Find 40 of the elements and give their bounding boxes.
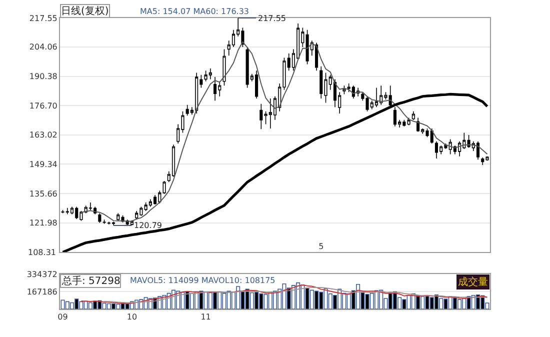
- candlestick: [98, 212, 102, 224]
- candlestick: [70, 206, 74, 215]
- y-tick-label: 176.70: [29, 101, 58, 110]
- candlestick: [222, 48, 226, 86]
- y-tick-label: 204.06: [29, 42, 58, 52]
- candlestick: [374, 87, 378, 108]
- y-tick-label: 121.98: [29, 218, 58, 228]
- y-tick-label: 334372: [26, 270, 58, 279]
- line-series: [104, 287, 488, 304]
- annotation: 217.55: [258, 14, 286, 23]
- line-series: [80, 41, 488, 222]
- y-tick-label: 167186: [26, 287, 58, 296]
- candlestick: [416, 117, 420, 132]
- y-tick-label: 163.02: [29, 130, 58, 140]
- candlestick: [112, 221, 116, 226]
- y-tick-label: 149.34: [29, 160, 58, 170]
- y-tick-label: 108.31: [28, 248, 56, 257]
- x-tick-label: 5: [318, 242, 324, 252]
- candlestick: [434, 140, 438, 159]
- x-tick-label: 09: [58, 312, 68, 322]
- bar: [374, 290, 379, 309]
- candlestick: [213, 76, 217, 102]
- chart-title: 日线(复权): [61, 5, 109, 17]
- candlestick: [208, 68, 212, 80]
- candlestick: [135, 210, 138, 220]
- y-tick-label: 217.55: [29, 14, 58, 23]
- chart-title: 总手: 57298: [61, 275, 120, 287]
- x-tick-label: 11: [200, 312, 211, 322]
- y-tick-label: 135.66: [29, 189, 58, 198]
- annotation: 成交量: [458, 276, 488, 288]
- annotation: 120.79: [134, 221, 162, 230]
- chart-subtitle: MA5: 154.07 MA60: 176.33: [140, 7, 250, 16]
- bar: [70, 302, 74, 309]
- candlestick: [476, 140, 480, 160]
- x-tick-label: 10: [126, 312, 138, 322]
- candlestick: [314, 42, 318, 72]
- candlestick: [412, 110, 415, 120]
- chart-subtitle: MAVOL5: 114099 MAVOL10: 108175: [130, 276, 276, 285]
- line-series: [80, 284, 488, 304]
- y-tick-label: 190.38: [29, 72, 58, 82]
